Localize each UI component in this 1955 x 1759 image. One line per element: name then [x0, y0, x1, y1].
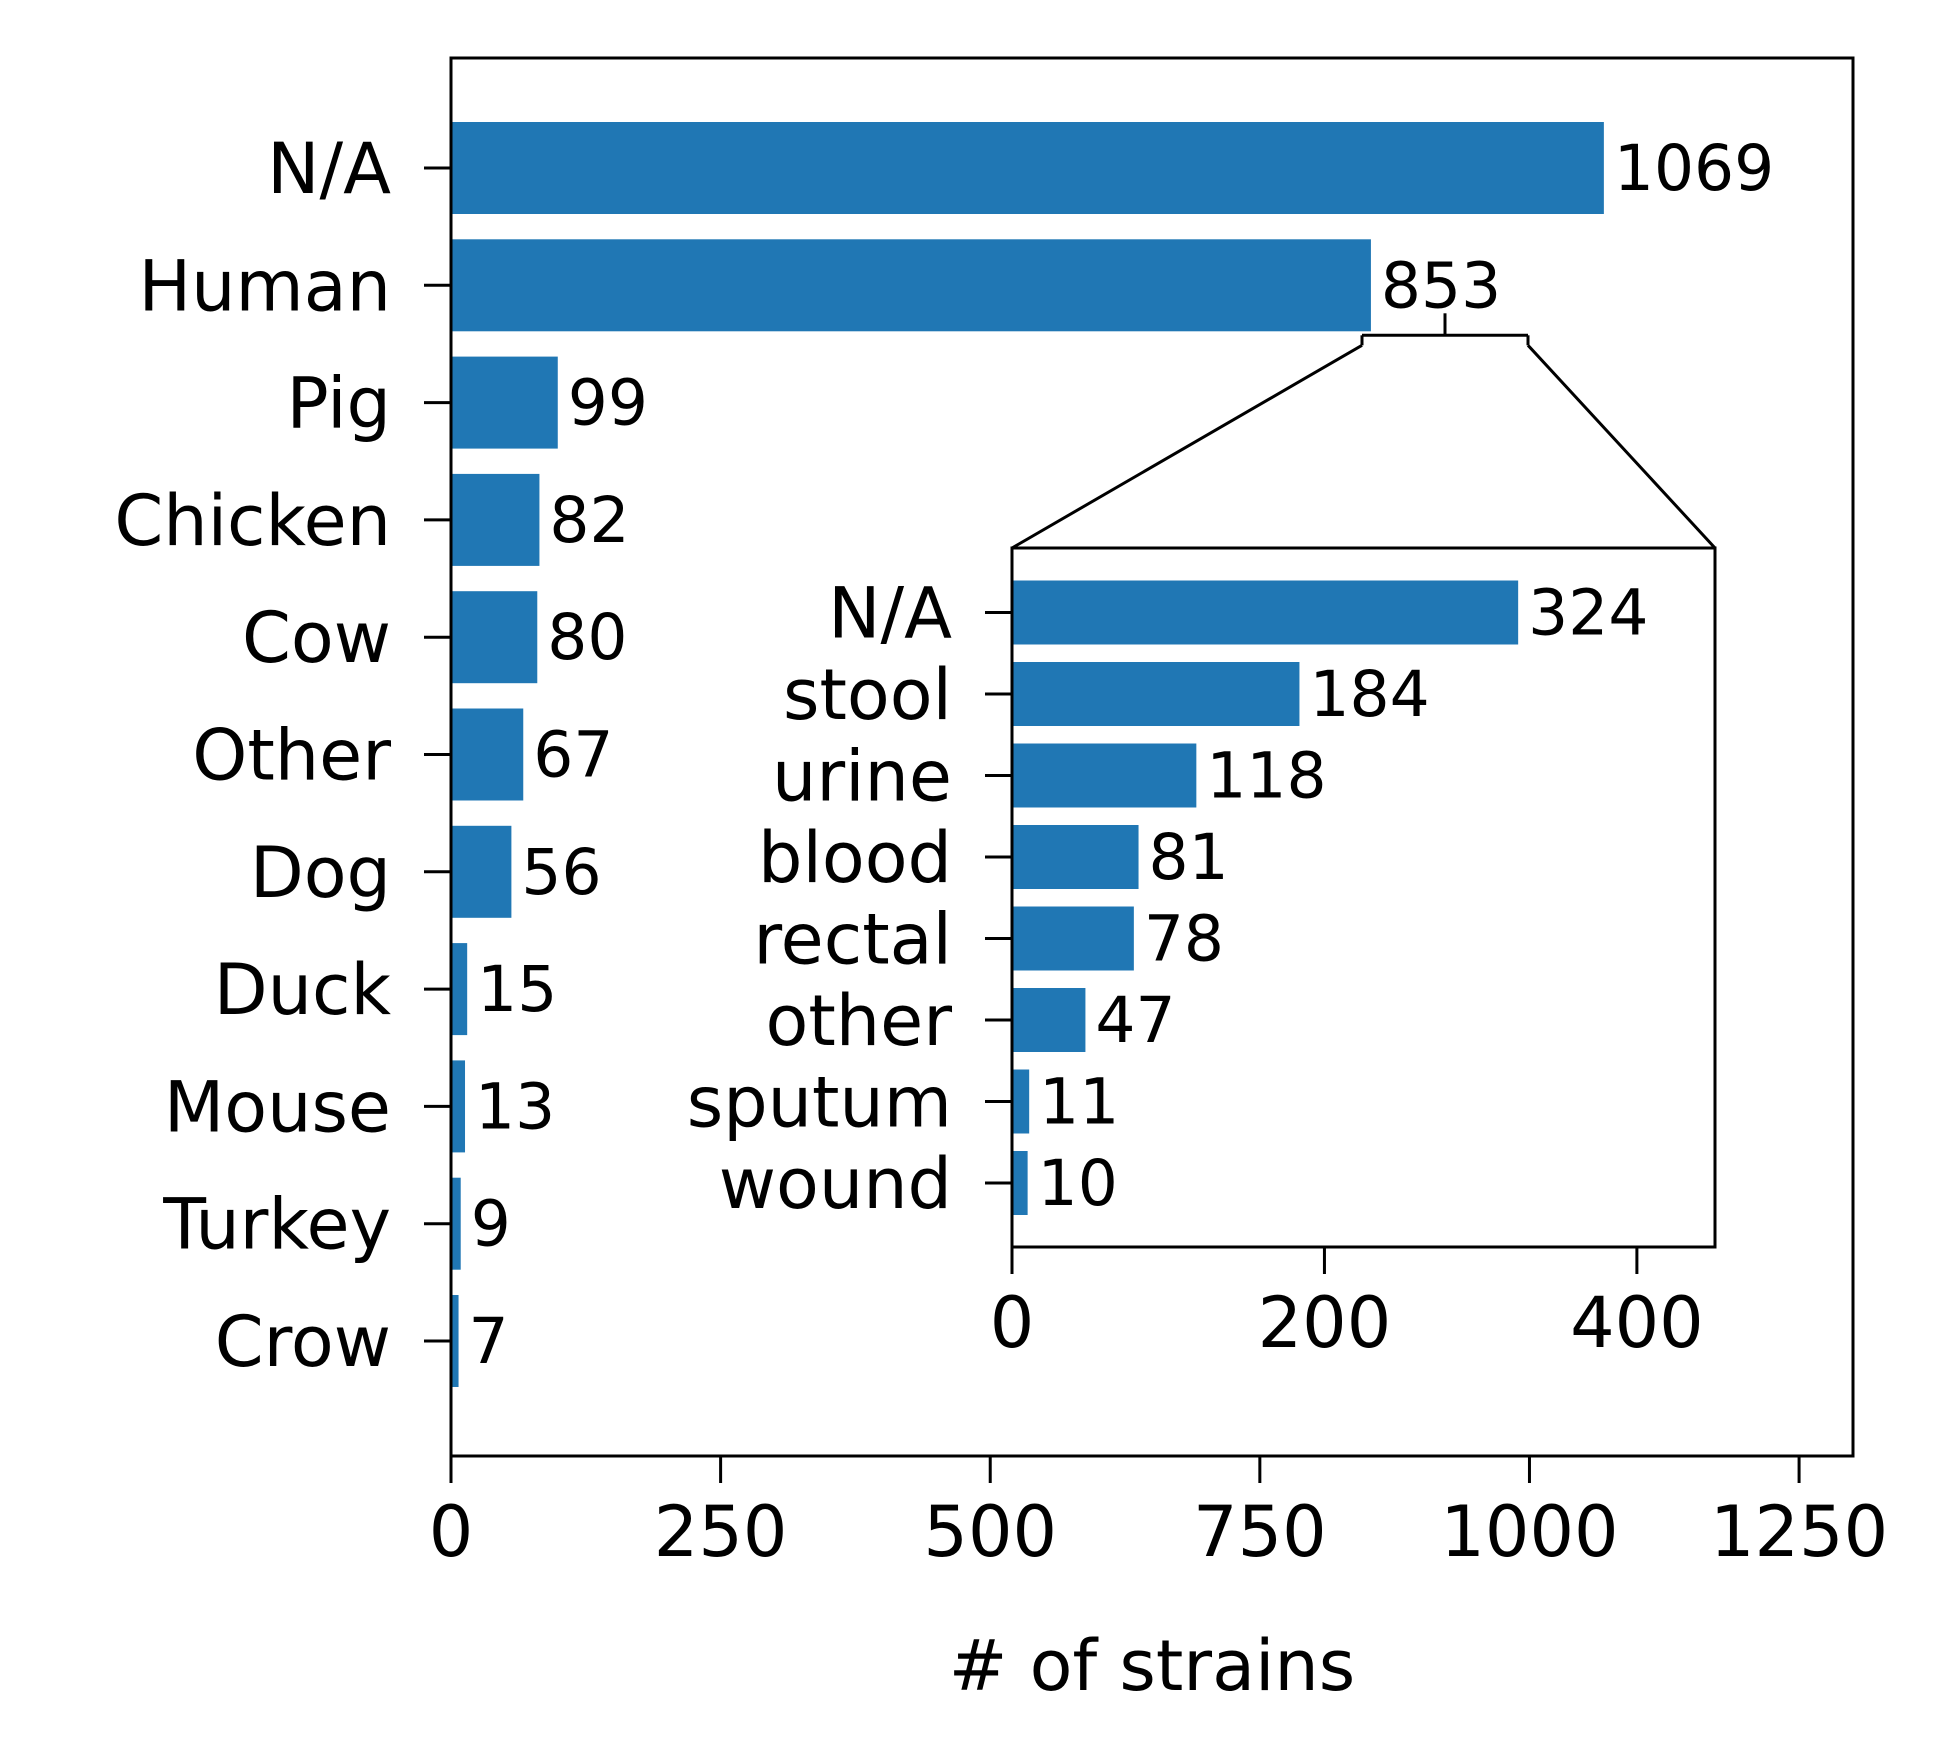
inset-bar-value-rectal: 78 [1144, 903, 1224, 976]
inset-x-axis: 0 200 400 [990, 1247, 1704, 1364]
inset-bar-labels: 324 184 118 81 78 47 11 10 [1038, 577, 1649, 1221]
main-xtick-label-2: 500 [923, 1491, 1057, 1573]
main-bar-value-other: 67 [533, 719, 613, 792]
main-bar-dog [451, 825, 512, 918]
inset-ytick-label-urine: urine [772, 736, 952, 818]
main-bar-value-n-a: 1069 [1614, 132, 1774, 205]
main-xtick-label-5: 1250 [1710, 1491, 1888, 1573]
inset-bar-urine [1012, 743, 1197, 808]
inset-bar-value-urine: 118 [1206, 740, 1326, 813]
main-bar-n-a [451, 122, 1604, 214]
inset-ytick-label-other: other [766, 980, 953, 1062]
inset-bar-stool [1012, 662, 1300, 726]
main-bar-value-dog: 56 [521, 836, 601, 909]
inset-bars [1012, 580, 1519, 1215]
inset-xtick-label-1: 200 [1258, 1282, 1392, 1364]
inset-bar-sputum [1012, 1069, 1030, 1134]
inset-ytick-label-blood: blood [758, 817, 952, 899]
inset-bar-value-blood: 81 [1149, 821, 1229, 894]
main-xtick-label-0: 0 [429, 1491, 474, 1573]
main-bar-cow [451, 591, 538, 684]
inset-bar-wound [1012, 1151, 1028, 1215]
inset-bar-n-a [1012, 580, 1519, 645]
main-bar-value-mouse: 13 [475, 1070, 555, 1143]
main-bar-value-chicken: 82 [549, 484, 629, 557]
inset-ytick-label-n-a: N/A [828, 573, 952, 655]
inset-bar-other [1012, 988, 1086, 1052]
main-x-axis: 0 250 500 750 1000 1250 [429, 1456, 1888, 1573]
zoom-line-left [1011, 344, 1363, 550]
main-bars [451, 122, 1604, 1387]
main-y-axis: N/A Human Pig Chicken Cow Other Dog Duck Mouse Tu… [114, 128, 451, 1383]
inset-ytick-label-stool: stool [783, 654, 952, 736]
inset-bar-value-wound: 10 [1038, 1147, 1118, 1220]
inset-bar-rectal [1012, 906, 1134, 971]
main-xtick-label-1: 250 [654, 1491, 788, 1573]
main-ytick-label-human: Human [139, 245, 391, 327]
inset-bar-blood [1012, 825, 1139, 889]
main-xtick-label-4: 1000 [1440, 1491, 1618, 1573]
inset-bar-value-stool: 184 [1309, 658, 1429, 731]
inset-ytick-label-wound: wound [719, 1143, 952, 1225]
main-bar-human [451, 239, 1371, 332]
inset-bar-value-n-a: 324 [1528, 577, 1648, 650]
main-bar-duck [451, 943, 468, 1036]
main-ytick-label-turkey: Turkey [162, 1184, 391, 1266]
main-plot-frame [449, 56, 1855, 1458]
inset-background [1012, 548, 1715, 1247]
main-bar-value-cow: 80 [547, 601, 627, 674]
zoom-line-right [1526, 344, 1717, 550]
x-axis-label: # of strains [949, 1625, 1356, 1707]
main-ytick-label-mouse: Mouse [164, 1066, 391, 1148]
main-ytick-label-pig: Pig [286, 363, 391, 445]
inset-bar-value-sputum: 11 [1039, 1066, 1119, 1139]
main-bar-value-human: 853 [1381, 249, 1501, 322]
main-bar-value-pig: 99 [568, 367, 648, 440]
main-ytick-label-duck: Duck [214, 949, 392, 1031]
inset-bar-value-other: 47 [1095, 984, 1175, 1057]
main-bar-labels: 1069 853 99 82 80 67 56 15 13 9 7 [469, 132, 1775, 1378]
main-bar-value-duck: 15 [477, 953, 557, 1026]
main-ytick-label-dog: Dog [250, 832, 391, 914]
inset-xtick-label-2: 400 [1570, 1282, 1704, 1364]
main-ytick-label-chicken: Chicken [114, 480, 391, 562]
inset-ytick-label-rectal: rectal [753, 899, 952, 981]
main-bar-pig [451, 356, 558, 449]
inset-chart: 324 184 118 81 78 47 11 10 N/Astoolurinebloodre… [687, 546, 1717, 1364]
main-chart: 1069 853 99 82 80 67 56 15 13 9 7 N/A Human Pig Chick… [114, 56, 1888, 1707]
main-bar-value-crow: 7 [469, 1305, 509, 1378]
main-ytick-label-n-a: N/A [267, 128, 391, 210]
inset-ytick-label-sputum: sputum [687, 1062, 952, 1144]
main-xtick-label-3: 750 [1193, 1491, 1327, 1573]
main-ytick-label-cow: Cow [242, 597, 391, 679]
zoom-connector [1011, 313, 1717, 550]
inset-xtick-label-0: 0 [990, 1282, 1035, 1364]
main-bar-crow [451, 1295, 459, 1387]
main-ytick-label-crow: Crow [215, 1301, 391, 1383]
main-bar-mouse [451, 1060, 466, 1153]
inset-plot-frame [1010, 546, 1717, 1249]
main-bar-turkey [451, 1177, 461, 1270]
main-bar-value-turkey: 9 [471, 1188, 511, 1261]
main-bar-chicken [451, 473, 540, 566]
main-bar-other [451, 708, 524, 801]
main-ytick-label-other: Other [192, 715, 391, 797]
